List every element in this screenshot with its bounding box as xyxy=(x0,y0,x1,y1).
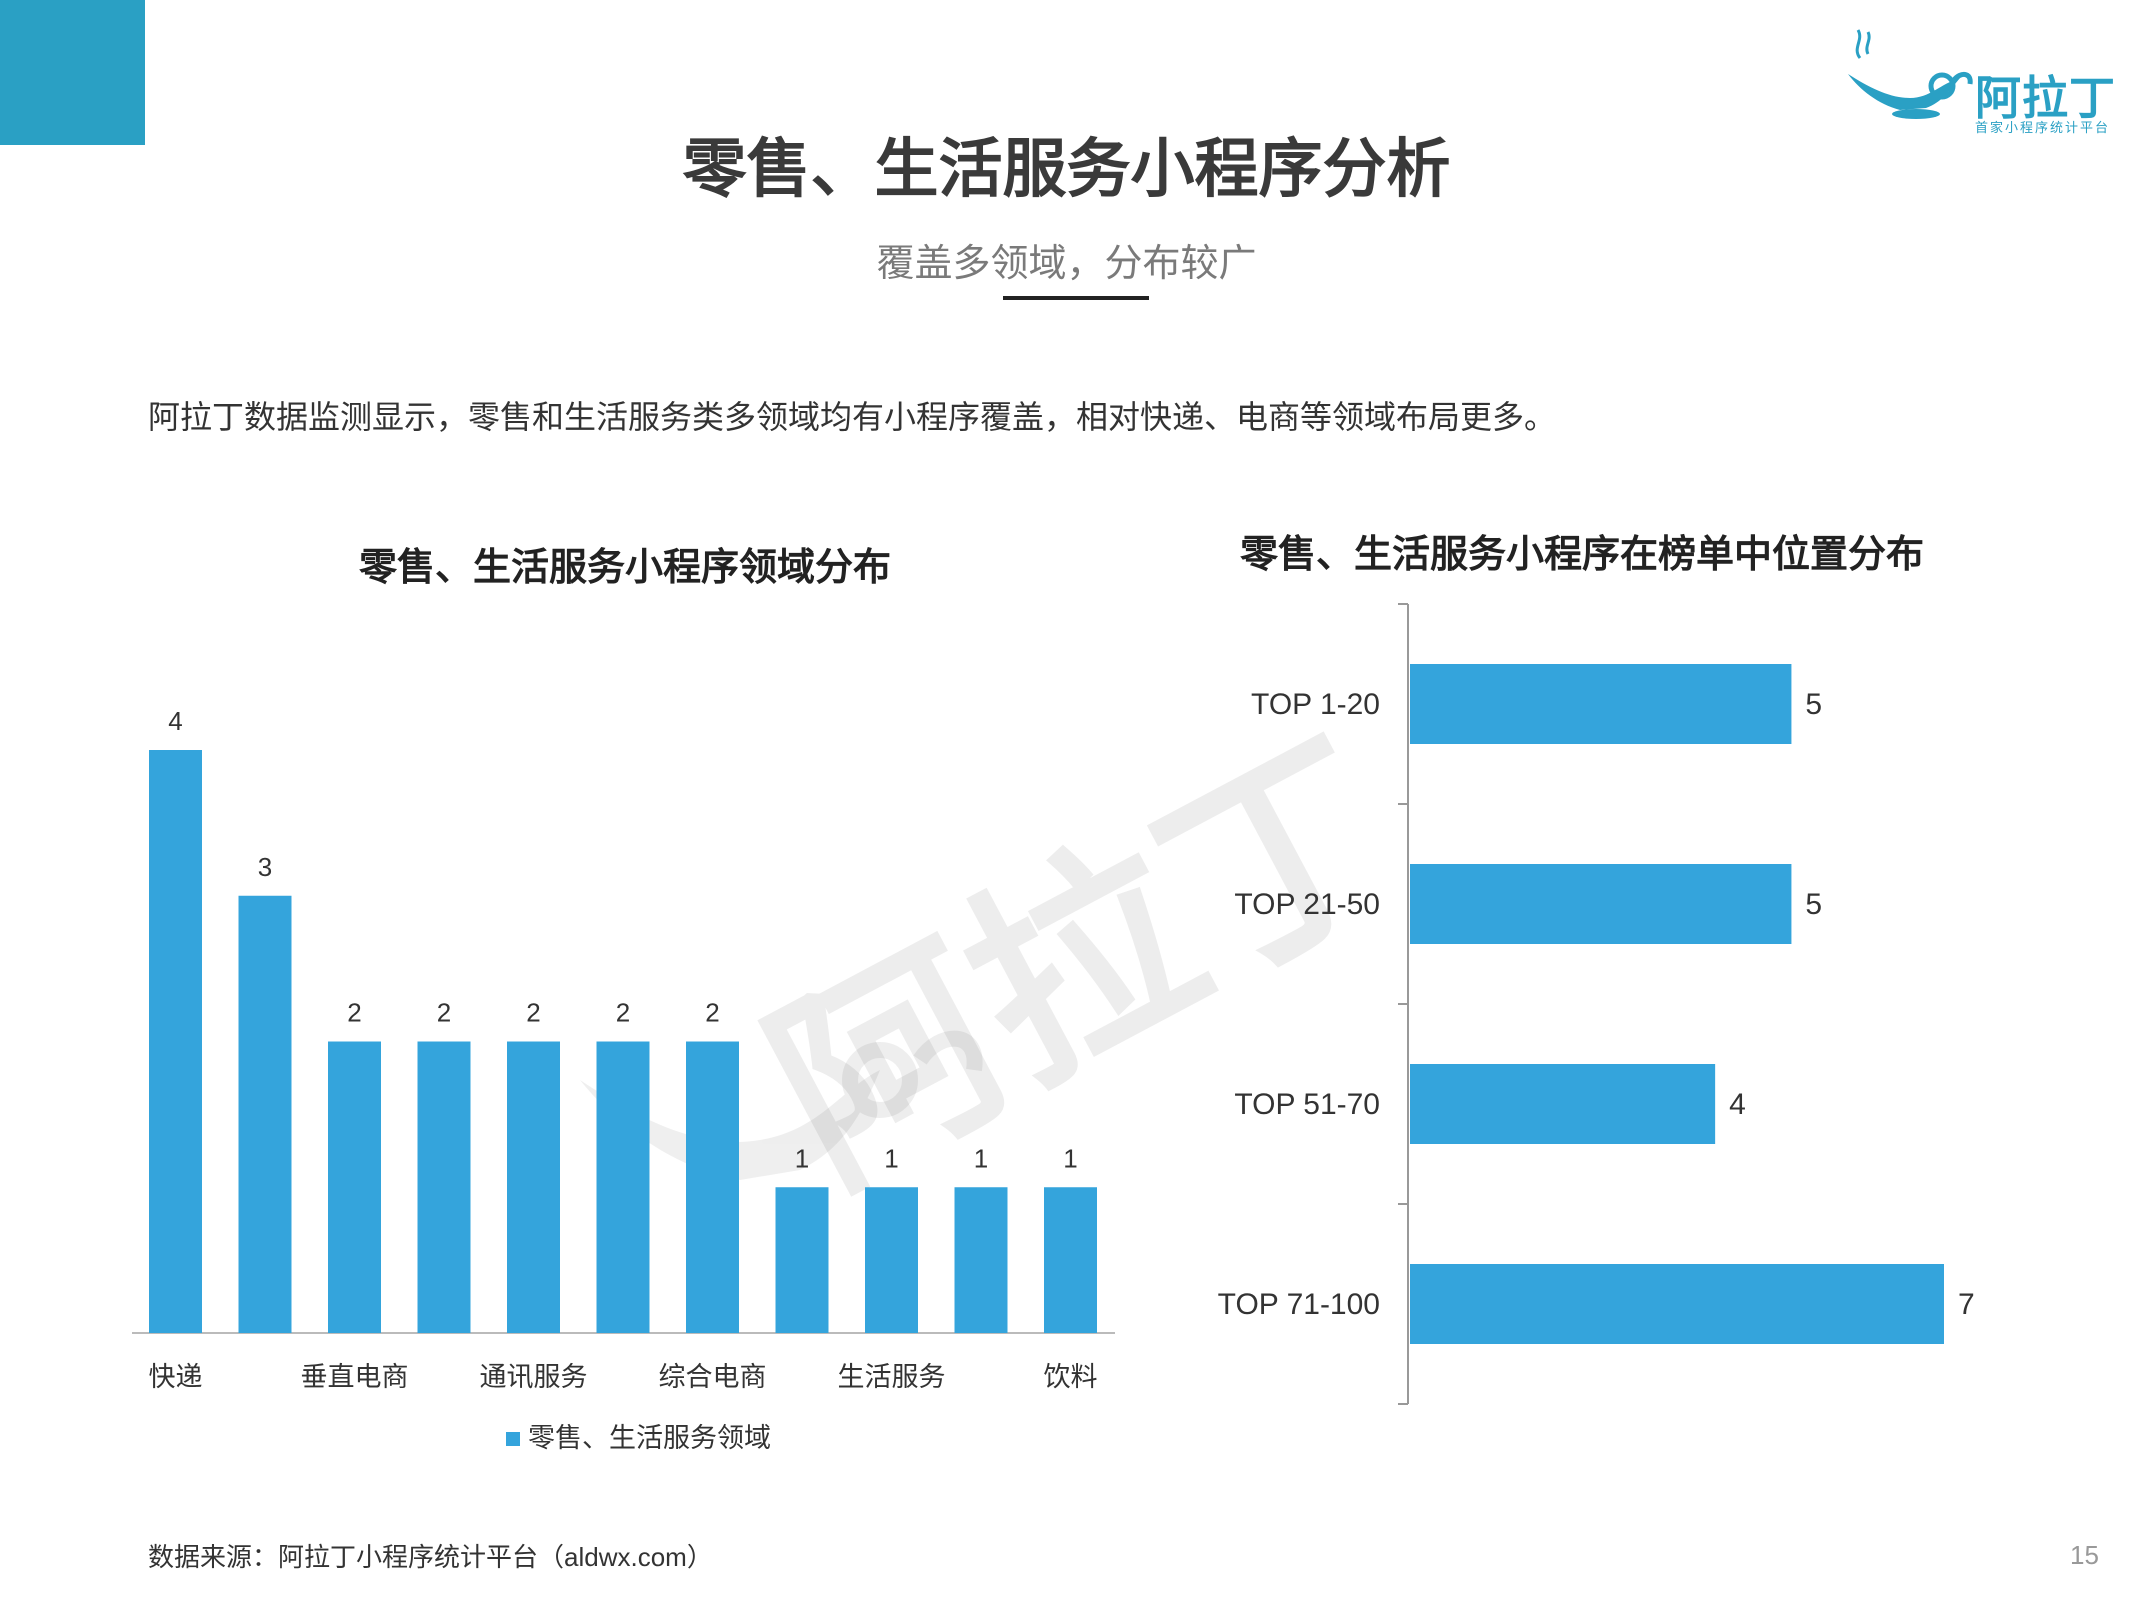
bar xyxy=(1410,1064,1716,1144)
bar-value-label: 4 xyxy=(168,706,182,736)
bar xyxy=(865,1187,918,1333)
bar-value-label: 2 xyxy=(526,998,540,1028)
x-tick-label: 生活服务 xyxy=(838,1362,946,1392)
data-source: 数据来源：阿拉丁小程序统计平台（aldwx.com） xyxy=(148,1542,713,1572)
x-tick-label: 垂直电商 xyxy=(301,1362,409,1392)
x-tick-label: 综合电商 xyxy=(659,1362,767,1392)
intro-text: 阿拉丁数据监测显示，零售和生活服务类多领域均有小程序覆盖，相对快递、电商等领域布… xyxy=(148,399,1557,435)
y-tick-label: TOP 71-100 xyxy=(1218,1288,1380,1321)
bar xyxy=(507,1041,560,1333)
bar xyxy=(328,1041,381,1333)
bar-value-label: 2 xyxy=(347,998,361,1028)
bar-value-label: 1 xyxy=(974,1143,988,1173)
bar xyxy=(149,750,202,1333)
title-underline xyxy=(1003,296,1149,300)
bar-value-label: 2 xyxy=(616,998,630,1028)
page-title: 零售、生活服务小程序分析 xyxy=(682,133,1451,205)
page-subtitle: 覆盖多领域，分布较广 xyxy=(876,243,1257,285)
bar-value-label: 5 xyxy=(1805,888,1822,921)
bar-value-label: 4 xyxy=(1729,1088,1746,1121)
bar xyxy=(954,1187,1008,1333)
bar xyxy=(417,1041,471,1333)
bar xyxy=(775,1187,829,1333)
bar xyxy=(1410,864,1792,944)
bar-value-label: 3 xyxy=(258,852,272,882)
x-tick-label: 饮料 xyxy=(1044,1362,1098,1392)
right-chart-title: 零售、生活服务小程序在榜单中位置分布 xyxy=(1240,534,1925,576)
bar-value-label: 2 xyxy=(437,998,451,1028)
legend-label: 零售、生活服务领域 xyxy=(528,1423,771,1453)
bar-value-label: 1 xyxy=(795,1143,809,1173)
corner-accent-block xyxy=(0,0,145,145)
bar xyxy=(1044,1187,1097,1333)
bar-value-label: 1 xyxy=(1063,1143,1077,1173)
bar xyxy=(1410,664,1792,744)
bar xyxy=(1410,1264,1944,1344)
y-tick-label: TOP 21-50 xyxy=(1234,888,1380,921)
legend-swatch xyxy=(506,1432,520,1446)
bar xyxy=(238,895,292,1333)
bar-value-label: 2 xyxy=(705,998,719,1028)
bar-value-label: 7 xyxy=(1958,1288,1975,1321)
bar xyxy=(596,1041,650,1333)
x-tick-label: 快递 xyxy=(149,1362,203,1392)
brand-tagline: 首家小程序统计平台 xyxy=(1975,120,2111,135)
brand-name: 阿拉丁 xyxy=(1975,72,2116,124)
magic-lamp-icon xyxy=(1848,29,1973,119)
page-number: 15 xyxy=(2070,1540,2099,1570)
left-chart-title: 零售、生活服务小程序领域分布 xyxy=(358,547,891,589)
bar-value-label: 5 xyxy=(1805,688,1822,721)
bar-value-label: 1 xyxy=(884,1143,898,1173)
y-tick-label: TOP 51-70 xyxy=(1234,1088,1380,1121)
bar xyxy=(686,1041,739,1333)
y-tick-label: TOP 1-20 xyxy=(1251,688,1380,721)
x-tick-label: 通讯服务 xyxy=(480,1362,588,1392)
